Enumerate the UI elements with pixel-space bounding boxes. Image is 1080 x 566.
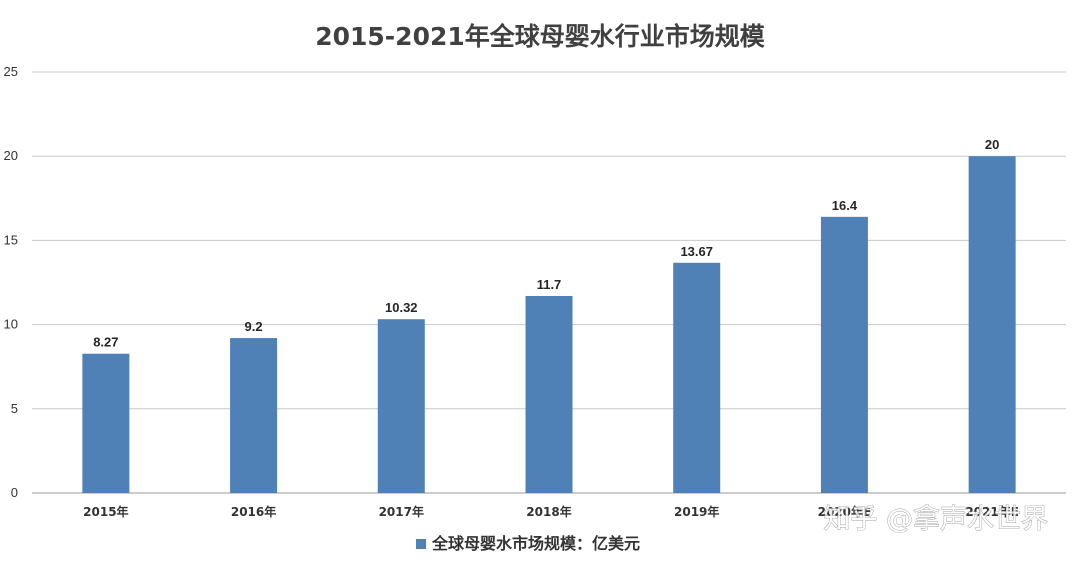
y-tick-label: 20	[4, 148, 18, 163]
chart-title: 2015-2021年全球母婴水行业市场规模	[315, 22, 766, 51]
y-axis-ticks: 0 5 10 15 20 25	[4, 64, 18, 500]
y-tick-label: 5	[11, 401, 18, 416]
bar	[820, 216, 868, 493]
bar	[968, 156, 1016, 493]
x-tick-label: 2015年	[83, 504, 128, 519]
watermark-badge	[1019, 502, 1053, 536]
watermark: 知乎 @拿声水世界	[823, 502, 1053, 536]
y-tick-label: 0	[11, 485, 18, 500]
bar	[673, 262, 721, 493]
y-tick-label: 10	[4, 317, 18, 332]
data-label: 16.4	[832, 198, 858, 213]
data-label: 20	[985, 137, 999, 152]
y-tick-label: 25	[4, 64, 18, 79]
x-tick-label: 2017年	[379, 504, 424, 519]
bar	[230, 338, 278, 493]
data-label: 9.2	[245, 319, 263, 334]
x-tick-label: 2018年	[526, 504, 571, 519]
bar	[525, 295, 573, 493]
x-axis-ticks: 2015年 2016年 2017年 2018年 2019年 2020年E 2021年E	[83, 504, 1019, 519]
x-tick-label: 2019年	[674, 504, 719, 519]
bar	[82, 353, 130, 493]
data-labels: 8.27 9.2 10.32 11.7 13.67 16.4 20	[93, 137, 999, 350]
data-label: 11.7	[537, 277, 562, 292]
data-label: 13.67	[680, 244, 713, 259]
bar	[377, 319, 425, 493]
x-tick-label: 2021年E	[965, 504, 1019, 519]
x-tick-label: 2016年	[231, 504, 276, 519]
data-label: 10.32	[385, 300, 418, 315]
legend-label: 全球母婴水市场规模：亿美元	[431, 534, 640, 553]
x-tick-label: 2020年E	[818, 504, 872, 519]
legend-swatch	[416, 539, 426, 549]
y-tick-label: 15	[4, 232, 18, 247]
bars	[82, 156, 1016, 493]
data-label: 8.27	[93, 335, 118, 350]
watermark-text: 知乎 @拿声水世界	[823, 504, 1048, 535]
legend: 全球母婴水市场规模：亿美元	[416, 534, 640, 553]
